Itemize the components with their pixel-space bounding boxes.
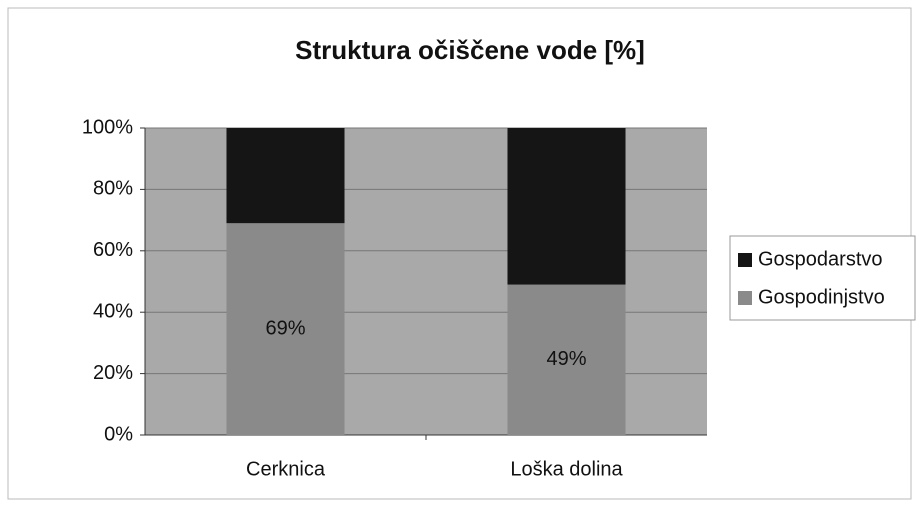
y-tick-label: 100% (82, 116, 133, 138)
bar-segment (226, 223, 345, 435)
x-tick-label: Cerknica (246, 458, 326, 480)
data-label: 49% (546, 348, 586, 370)
legend-label: Gospodinjstvo (758, 286, 885, 308)
bar-segment (226, 128, 345, 224)
x-tick-label: Loška dolina (510, 458, 623, 480)
bar-segment (507, 128, 626, 285)
chart-title: Struktura očiščene vode [%] (295, 35, 645, 65)
legend-swatch (738, 253, 752, 267)
legend (729, 235, 916, 321)
data-label: 69% (265, 317, 305, 339)
y-tick-label: 40% (93, 300, 133, 322)
y-tick-label: 20% (93, 362, 133, 384)
legend-swatch (738, 291, 752, 305)
y-tick-label: 60% (93, 239, 133, 261)
y-tick-label: 0% (104, 423, 133, 445)
bar-segment (507, 284, 626, 435)
y-tick-label: 80% (93, 178, 133, 200)
legend-label: Gospodarstvo (758, 248, 883, 270)
